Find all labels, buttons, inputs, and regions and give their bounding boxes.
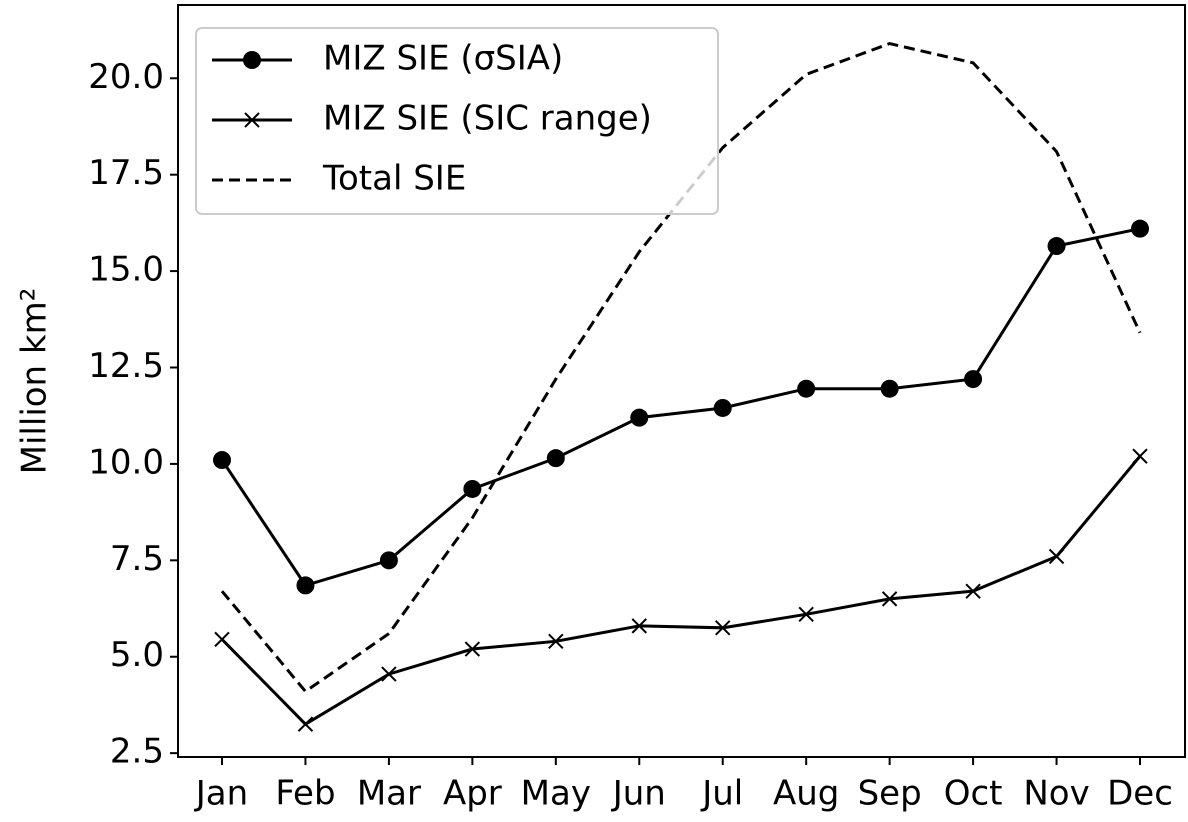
x-tick-label: Jun [611, 774, 666, 814]
marker-stroke [381, 666, 397, 682]
marker [965, 583, 981, 599]
marker [464, 641, 481, 657]
x-tick-label: May [521, 774, 591, 814]
series-line [220, 227, 1141, 588]
y-tick-label: 10.0 [88, 442, 164, 482]
marker [213, 451, 231, 470]
y-tick-label: 5.0 [110, 635, 164, 675]
y-tick-label: 12.5 [88, 346, 164, 386]
marker [797, 379, 816, 398]
marker [297, 716, 314, 732]
marker [381, 666, 397, 682]
x-tick-label: Sep [858, 774, 922, 814]
y-tick-label: 7.5 [110, 539, 164, 579]
legend-label: MIZ SIE (SIC range) [323, 99, 652, 139]
y-tick-label: 20.0 [88, 57, 164, 97]
marker [244, 112, 260, 128]
marker-stroke [1048, 548, 1065, 565]
marker-stroke [297, 716, 314, 732]
marker-stroke [715, 620, 731, 636]
legend: MIZ SIE (σSIA) MIZ SIE (SIC range) Total S… [195, 27, 719, 215]
marker [1132, 448, 1148, 464]
y-tick-label: 17.5 [88, 153, 164, 193]
marker [964, 370, 983, 389]
marker [214, 631, 230, 648]
x-tick-label: Nov [1023, 774, 1089, 814]
legend-box [195, 27, 719, 215]
marker-stroke [464, 641, 481, 657]
marker [1048, 548, 1065, 565]
marker [630, 408, 649, 427]
marker-stroke [798, 606, 814, 623]
x-tick-label: Feb [275, 774, 335, 814]
marker-stroke [214, 631, 230, 648]
x-tick-label: Mar [357, 774, 421, 814]
marker [379, 551, 398, 570]
y-tick-label: 15.0 [88, 250, 164, 290]
x-tick-label: Dec [1107, 774, 1173, 814]
x-tick-label: Jul [700, 774, 743, 814]
plot-frame [177, 4, 1186, 758]
marker-stroke [1132, 448, 1148, 464]
marker [296, 576, 315, 595]
marker [631, 618, 647, 634]
series-line [220, 455, 1142, 727]
marker [463, 479, 482, 498]
legend-label: MIZ SIE (σSIA) [323, 39, 563, 79]
marker [546, 449, 565, 468]
legend-label: Total SIE [322, 159, 466, 199]
marker [243, 51, 261, 69]
marker-stroke [244, 112, 260, 128]
x-tick-label: Apr [443, 774, 502, 814]
marker [1047, 237, 1066, 256]
marker [713, 398, 732, 417]
x-tick-label: Aug [773, 774, 839, 814]
marker-stroke [631, 618, 647, 634]
marker [548, 633, 564, 650]
marker-stroke [548, 633, 564, 650]
marker [715, 620, 731, 636]
x-tick-label: Oct [944, 774, 1003, 814]
y-tick-label: 2.5 [110, 732, 164, 772]
marker-stroke [965, 583, 981, 599]
marker-stroke [881, 591, 898, 607]
marker [881, 591, 898, 607]
marker [798, 606, 814, 623]
y-axis-label: Million km² [15, 288, 55, 475]
marker [1131, 219, 1149, 238]
marker [880, 379, 899, 398]
x-tick-label: Jan [194, 774, 248, 814]
